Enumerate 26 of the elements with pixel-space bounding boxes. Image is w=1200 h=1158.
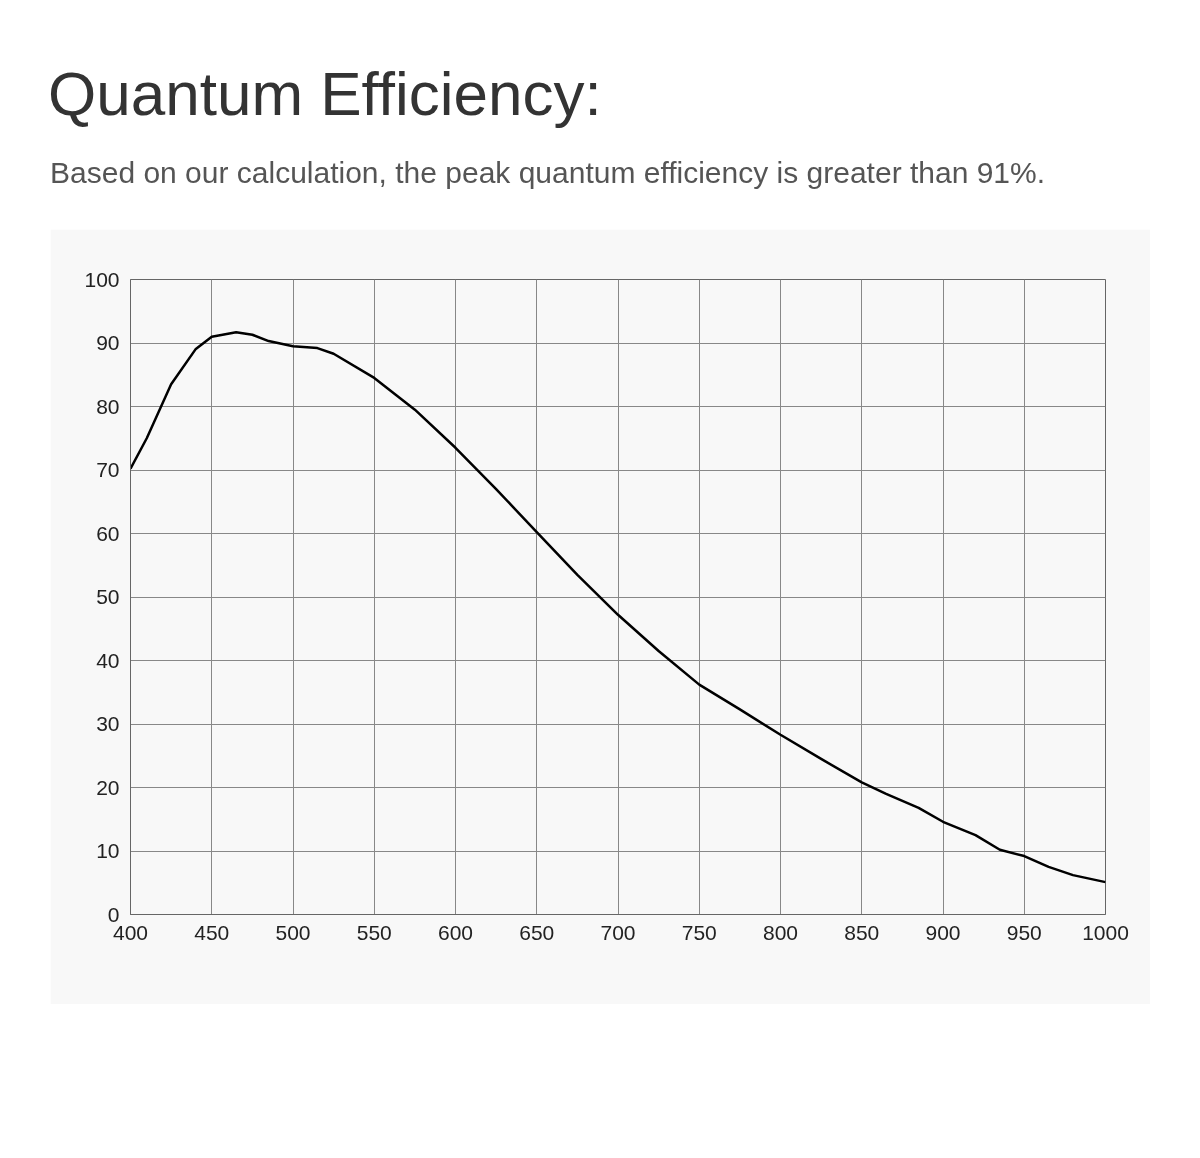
x-tick-label: 450 (194, 920, 230, 944)
y-tick-label: 30 (96, 712, 120, 736)
y-tick-label: 70 (96, 458, 120, 482)
x-tick-label: 500 (275, 920, 311, 944)
y-tick-label: 10 (96, 839, 120, 863)
x-tick-label: 1000 (1082, 920, 1129, 944)
y-tick-label: 40 (96, 648, 120, 672)
line-series (130, 331, 1106, 884)
y-tick-label: 0 (107, 902, 120, 926)
y-tick-label: 80 (96, 394, 120, 418)
chart-subtitle: Based on our calculation, the peak quantum efficiency is greater than 91%. (50, 154, 1046, 191)
x-tick-label: 800 (762, 920, 799, 944)
x-tick-label: 850 (844, 920, 880, 944)
chart-title: Quantum Efficiency: (48, 58, 602, 130)
x-tick-label: 550 (356, 920, 392, 944)
x-tick-label: 700 (600, 920, 636, 944)
y-tick-label: 90 (96, 331, 120, 355)
y-tick-label: 100 (84, 267, 120, 291)
x-tick-label: 600 (437, 920, 474, 944)
y-tick-label: 20 (96, 775, 120, 799)
x-tick-label: 900 (925, 920, 961, 944)
x-tick-label: 650 (519, 920, 555, 944)
x-tick-label: 950 (1006, 920, 1042, 944)
x-tick-label: 750 (681, 920, 717, 944)
y-tick-label: 60 (96, 521, 120, 545)
y-tick-label: 50 (96, 585, 120, 609)
